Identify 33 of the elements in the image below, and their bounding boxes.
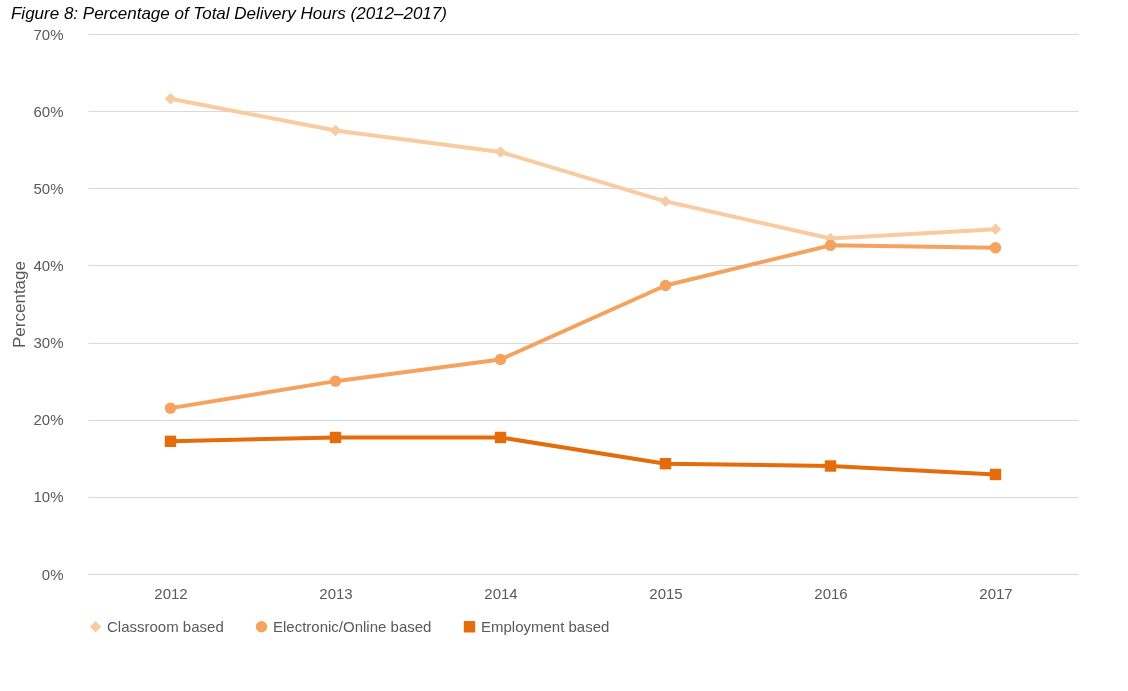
point <box>164 93 177 105</box>
point <box>494 431 507 444</box>
point <box>329 431 342 444</box>
y-axis-title: Percentage <box>10 261 30 348</box>
point <box>329 375 342 387</box>
point <box>989 242 1002 254</box>
x-tick-label: 2014 <box>484 584 518 602</box>
point <box>164 402 177 414</box>
x-tick-label: 2012 <box>154 584 188 602</box>
point <box>824 239 837 252</box>
point <box>659 195 672 208</box>
point <box>494 353 507 366</box>
point <box>824 460 837 472</box>
point <box>989 468 1002 481</box>
x-tick-label: 2016 <box>814 584 848 602</box>
y-tick-label: 60% <box>33 102 64 120</box>
y-tick-label: 40% <box>33 256 64 274</box>
legend-label: Employment based <box>481 617 610 635</box>
x-tick-label: 2017 <box>979 584 1013 602</box>
point <box>659 457 672 470</box>
y-tick-label: 30% <box>33 334 64 352</box>
y-tick-label: 10% <box>33 488 64 506</box>
legend-label: Classroom based <box>107 617 224 635</box>
legend-label: Electronic/Online based <box>273 617 432 635</box>
chart-title: Figure 8: Percentage of Total Delivery Hours (2012–2017) <box>10 4 447 23</box>
y-tick-label: 20% <box>33 411 64 429</box>
y-tick-label: 50% <box>33 179 64 197</box>
point <box>659 279 672 292</box>
y-tick-label: 70% <box>33 25 64 43</box>
x-tick-label: 2013 <box>319 584 353 602</box>
point <box>164 435 177 448</box>
x-tick-label: 2015 <box>649 584 683 602</box>
y-tick-label: 0% <box>41 565 64 583</box>
